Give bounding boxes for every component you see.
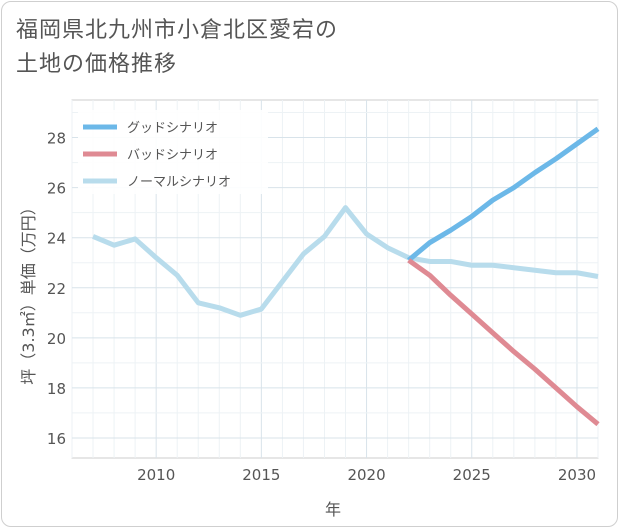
- chart-title: 福岡県北九州市小倉北区愛宕の 土地の価格推移: [16, 14, 576, 82]
- axis-ticks: 2010 2015 2020 2025 2030 16 18 20 22 24 26 28: [47, 130, 596, 484]
- y-tick-label: 24: [47, 230, 66, 248]
- x-tick-label: 2015: [242, 466, 280, 484]
- x-tick-label: 2010: [137, 466, 175, 484]
- y-tick-label: 18: [47, 380, 66, 398]
- series-line-1: [407, 258, 600, 427]
- y-tick-label: 16: [47, 430, 66, 448]
- x-tick-label: 2025: [453, 466, 491, 484]
- series-layer: [92, 126, 600, 427]
- series-line-0: [407, 126, 600, 263]
- y-tick-label: 22: [47, 280, 66, 298]
- series-line-2: [92, 205, 599, 318]
- y-tick-label: 26: [47, 180, 66, 198]
- x-axis-label: 年: [325, 500, 341, 519]
- legend-label-0: グッドシナリオ: [127, 121, 218, 136]
- x-tick-label: 2030: [558, 466, 596, 484]
- y-axis-label: 坪（3.3㎡）単価（万円）: [19, 199, 38, 384]
- y-tick-label: 28: [47, 130, 66, 148]
- legend-label-1: バッドシナリオ: [127, 148, 218, 163]
- title-line-1: 福岡県北九州市小倉北区愛宕の: [16, 18, 339, 43]
- legend-label-2: ノーマルシナリオ: [127, 175, 231, 190]
- y-tick-label: 20: [47, 330, 66, 348]
- title-line-2: 土地の価格推移: [16, 52, 178, 77]
- x-tick-label: 2020: [347, 466, 385, 484]
